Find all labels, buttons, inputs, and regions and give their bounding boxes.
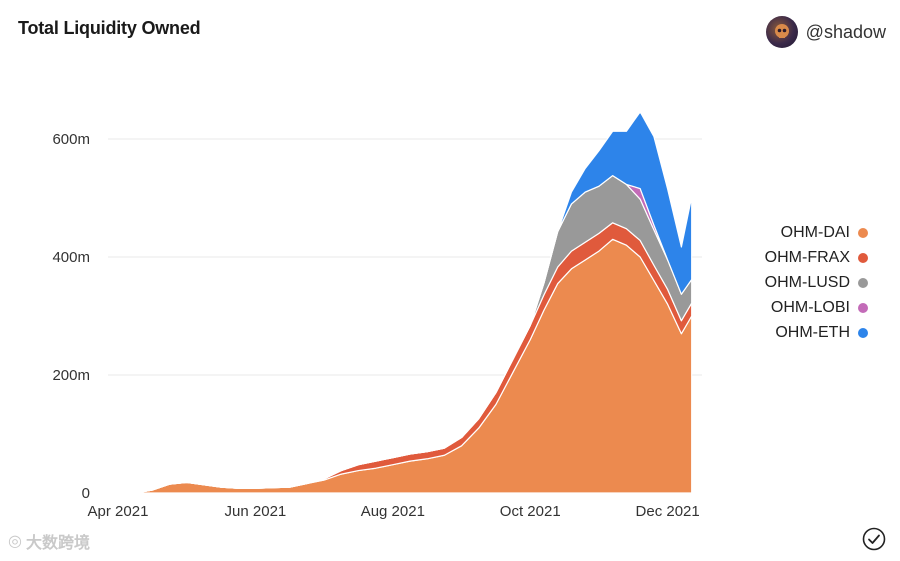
legend-label: OHM-LOBI xyxy=(770,299,850,316)
legend-label: OHM-LUSD xyxy=(764,274,850,291)
avatar[interactable] xyxy=(765,16,798,48)
legend-dot xyxy=(858,303,868,313)
x-tick-label: Jun 2021 xyxy=(225,503,287,520)
legend-item-ohm-frax[interactable]: OHM-FRAX xyxy=(765,249,868,267)
legend-label: OHM-DAI xyxy=(780,224,850,241)
y-tick-label: 0 xyxy=(82,485,90,502)
x-tick-label: Dec 2021 xyxy=(636,503,700,520)
skull-icon xyxy=(774,24,789,38)
legend: OHM-DAI OHM-FRAX OHM-LUSD OHM-LOBI OHM-ETH xyxy=(765,224,868,342)
legend-item-ohm-lobi[interactable]: OHM-LOBI xyxy=(771,299,868,317)
x-tick-label: Apr 2021 xyxy=(88,503,149,520)
y-tick-label: 400m xyxy=(52,249,90,266)
legend-label: OHM-ETH xyxy=(775,324,850,341)
legend-item-ohm-eth[interactable]: OHM-ETH xyxy=(775,324,868,342)
legend-item-ohm-dai[interactable]: OHM-DAI xyxy=(781,224,868,242)
series-areas xyxy=(134,111,693,494)
y-tick-label: 200m xyxy=(52,367,90,384)
x-tick-label: Oct 2021 xyxy=(500,503,561,520)
legend-dot xyxy=(858,328,868,338)
legend-dot xyxy=(858,253,868,263)
watermark: ◎ 大数跨境 xyxy=(8,529,90,553)
series-area-ohm-eth[interactable] xyxy=(134,111,693,494)
chart-title: Total Liquidity Owned xyxy=(18,18,201,38)
watermark-logo-icon: ◎ xyxy=(8,533,22,550)
author-name[interactable]: @shadow xyxy=(805,21,886,42)
x-tick-label: Aug 2021 xyxy=(361,503,425,520)
legend-dot xyxy=(858,278,868,288)
legend-label: OHM-FRAX xyxy=(764,249,850,266)
legend-item-ohm-lusd[interactable]: OHM-LUSD xyxy=(765,274,868,292)
y-axis-ticks: 0 200m 400m 600m xyxy=(52,131,90,502)
x-axis-ticks: Apr 2021 Jun 2021 Aug 2021 Oct 2021 Dec 2021 xyxy=(88,503,700,520)
verified-check-icon[interactable] xyxy=(862,527,886,551)
author-badge[interactable]: @shadow xyxy=(765,16,886,48)
y-tick-label: 600m xyxy=(52,131,90,148)
legend-dot xyxy=(858,228,868,238)
watermark-text: 大数跨境 xyxy=(25,535,90,552)
